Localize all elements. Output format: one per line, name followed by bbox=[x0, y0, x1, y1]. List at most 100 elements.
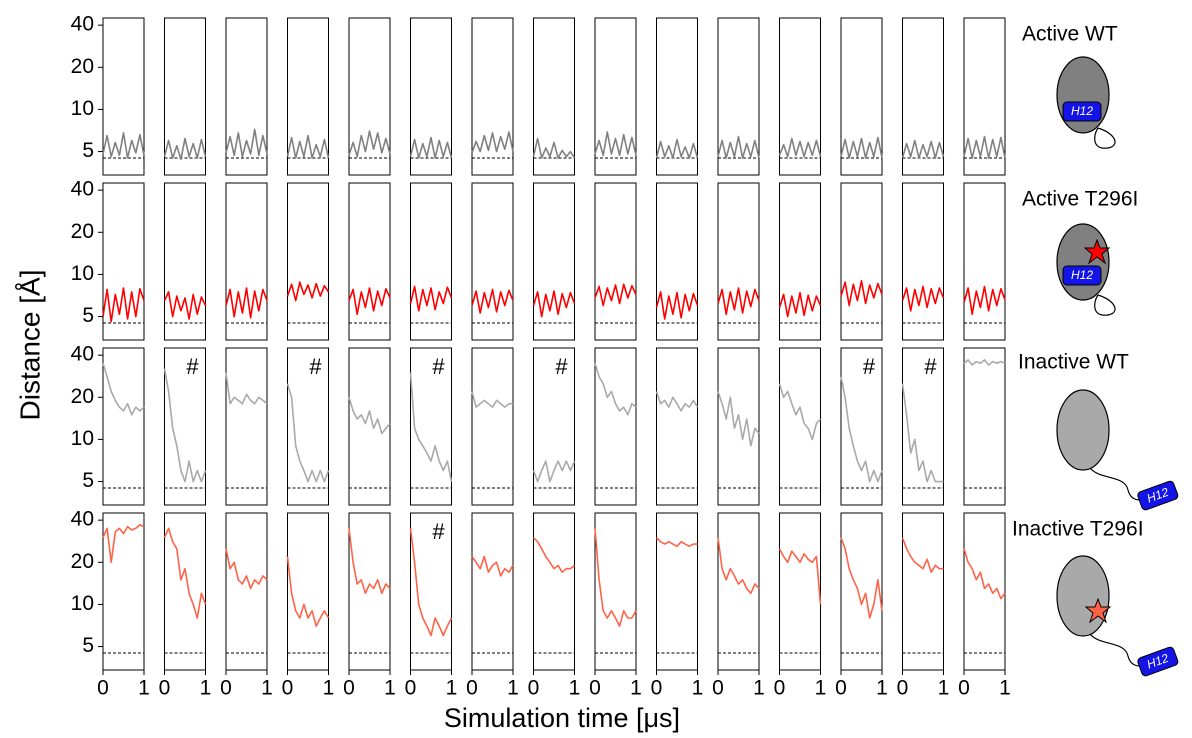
trace bbox=[348, 397, 391, 435]
panel-frame bbox=[779, 347, 821, 506]
panel-frame bbox=[225, 17, 268, 176]
y-tick-label: 5 bbox=[82, 634, 94, 657]
trace bbox=[532, 460, 576, 483]
y-axis-label: Distance [Å] bbox=[14, 270, 45, 421]
trace bbox=[963, 135, 1006, 159]
y-tick-label: 5 bbox=[82, 139, 94, 162]
panel-frame bbox=[471, 512, 514, 671]
panel-frame bbox=[779, 182, 821, 341]
trace bbox=[532, 137, 576, 159]
trace bbox=[963, 285, 1006, 315]
panel-frame bbox=[471, 17, 514, 176]
x-tick-label: 1 bbox=[507, 677, 519, 700]
x-tick-label: 1 bbox=[692, 677, 704, 700]
panel-frame bbox=[164, 17, 206, 176]
x-tick-label: 1 bbox=[446, 677, 458, 700]
trace bbox=[532, 290, 576, 318]
annotation: # bbox=[555, 354, 568, 379]
y-tick-label: 10 bbox=[71, 592, 94, 615]
x-tick-label: 0 bbox=[282, 677, 294, 700]
trace bbox=[471, 131, 514, 154]
panel-frame bbox=[225, 347, 268, 506]
schematic-active-t296i: Active T296I H12 bbox=[1022, 188, 1138, 316]
trace bbox=[163, 527, 207, 619]
trace bbox=[963, 548, 1006, 600]
x-tick-label: 1 bbox=[138, 677, 150, 700]
y-tick-label: 5 bbox=[82, 469, 94, 492]
panel-frame bbox=[348, 347, 391, 506]
panel-frame bbox=[410, 182, 452, 341]
trace bbox=[102, 132, 145, 159]
y-tick-label: 20 bbox=[71, 550, 94, 573]
row-label: Active T296I bbox=[1022, 188, 1138, 211]
y-tick-label: 10 bbox=[71, 262, 94, 285]
trace bbox=[655, 291, 699, 320]
schematic-inactive-t296i: Inactive T296I H12 bbox=[1012, 518, 1179, 677]
annotation: # bbox=[432, 519, 445, 544]
x-axis-label: Simulation time [μs] bbox=[444, 703, 680, 733]
trace bbox=[225, 372, 268, 405]
trace bbox=[717, 537, 760, 595]
panel-frame bbox=[287, 182, 329, 341]
panel-frame bbox=[533, 347, 575, 506]
x-tick-label: 1 bbox=[815, 677, 827, 700]
annotation: # bbox=[309, 354, 322, 379]
x-tick-label: 0 bbox=[159, 677, 171, 700]
trace bbox=[348, 287, 391, 315]
annotation: # bbox=[924, 354, 937, 379]
panel-frame bbox=[225, 512, 268, 671]
trace bbox=[778, 383, 822, 441]
trace bbox=[840, 136, 883, 159]
x-tick-label: 0 bbox=[220, 677, 232, 700]
panel-frame bbox=[717, 347, 760, 506]
panel-frame bbox=[348, 512, 391, 671]
trace bbox=[102, 287, 145, 323]
trace bbox=[901, 285, 945, 312]
panel-frame bbox=[164, 182, 206, 341]
panel-frame bbox=[533, 182, 575, 341]
trace bbox=[901, 537, 944, 573]
panel-frame bbox=[656, 182, 698, 341]
x-tick-label: 0 bbox=[589, 677, 601, 700]
x-tick-label: 0 bbox=[774, 677, 786, 700]
panel-frame bbox=[902, 512, 944, 671]
x-tick-label: 0 bbox=[466, 677, 478, 700]
trace bbox=[963, 359, 1006, 366]
x-tick-label: 1 bbox=[384, 677, 396, 700]
panel-frame bbox=[779, 17, 821, 176]
x-tick-label: 1 bbox=[630, 677, 642, 700]
panel-frame bbox=[102, 512, 145, 671]
trace bbox=[225, 287, 268, 319]
y-tick-label: 40 bbox=[71, 343, 94, 366]
panel-frame bbox=[164, 347, 206, 506]
trace bbox=[778, 548, 822, 605]
y-tick-label: 20 bbox=[71, 385, 94, 408]
annotation: # bbox=[186, 354, 199, 379]
panel-frame bbox=[840, 182, 883, 341]
trace bbox=[471, 391, 513, 408]
trace bbox=[594, 363, 637, 416]
x-tick-label: 1 bbox=[261, 677, 273, 700]
panel-frame bbox=[717, 512, 760, 671]
y-tick-label: 5 bbox=[82, 304, 94, 327]
panel-frame bbox=[594, 17, 637, 176]
panel-frame bbox=[963, 17, 1006, 176]
x-tick-label: 1 bbox=[999, 677, 1011, 700]
panel-frame bbox=[902, 182, 944, 341]
trace bbox=[840, 280, 883, 307]
panel-frame bbox=[840, 512, 883, 671]
trace bbox=[532, 537, 576, 573]
trace bbox=[409, 136, 453, 159]
trace bbox=[471, 288, 514, 314]
y-tick-label: 10 bbox=[71, 427, 94, 450]
panel-frame bbox=[348, 17, 391, 176]
trace bbox=[348, 528, 391, 595]
x-tick-label: 1 bbox=[200, 677, 212, 700]
x-tick-label: 0 bbox=[405, 677, 417, 700]
panel-frame bbox=[779, 512, 821, 671]
x-tick-label: 1 bbox=[876, 677, 888, 700]
x-tick-label: 1 bbox=[753, 677, 765, 700]
x-tick-label: 0 bbox=[712, 677, 724, 700]
trace bbox=[655, 391, 699, 412]
annotation: # bbox=[863, 354, 876, 379]
